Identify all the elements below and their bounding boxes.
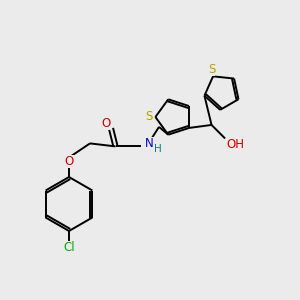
Text: Cl: Cl — [63, 241, 75, 254]
Text: S: S — [145, 110, 152, 124]
Text: O: O — [101, 117, 110, 130]
Text: OH: OH — [226, 138, 244, 151]
Text: S: S — [208, 63, 215, 76]
Text: H: H — [154, 144, 161, 154]
Text: O: O — [64, 155, 74, 168]
Text: N: N — [145, 137, 154, 151]
